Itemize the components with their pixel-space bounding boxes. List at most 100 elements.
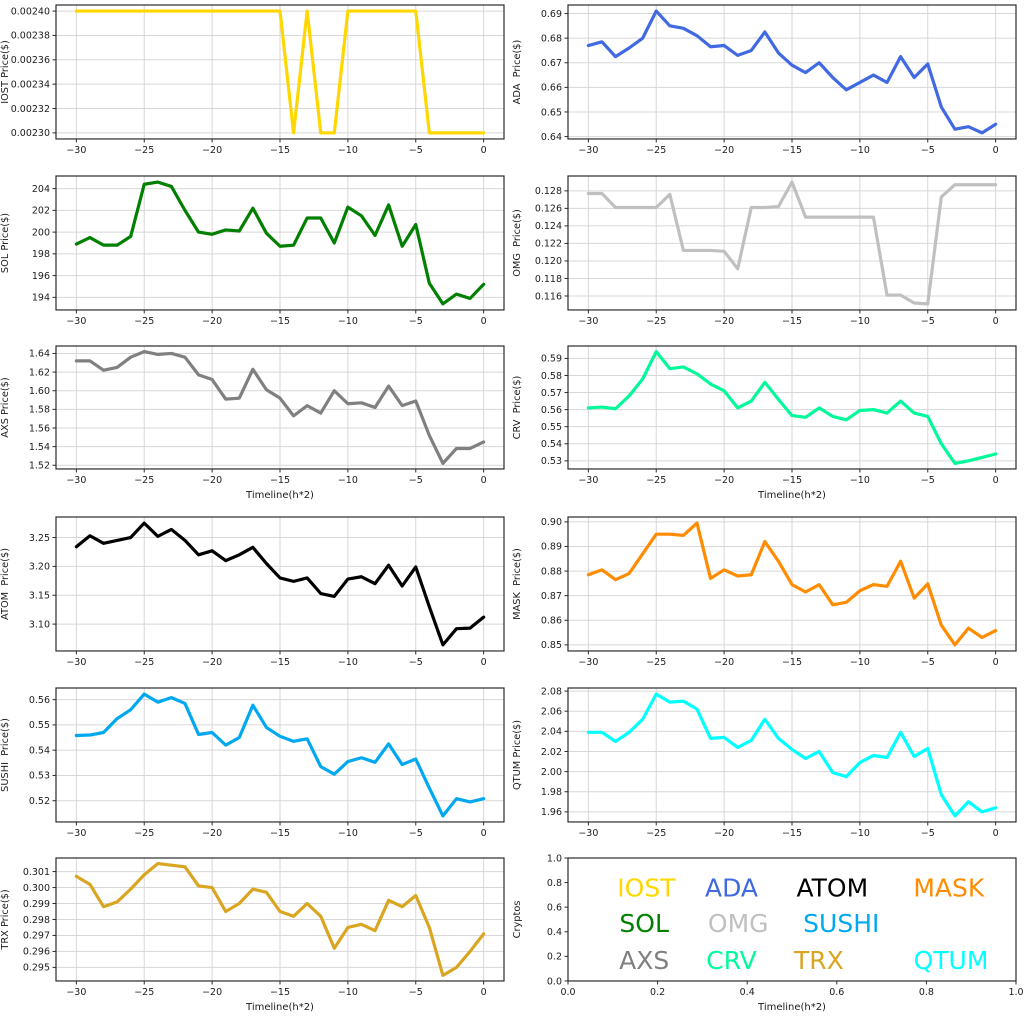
- svg-text:−25: −25: [134, 657, 154, 668]
- y-axis-label: QTUM Price($): [512, 720, 523, 790]
- svg-text:1.58: 1.58: [29, 405, 50, 416]
- svg-text:3.10: 3.10: [29, 619, 50, 630]
- svg-text:0.128: 0.128: [535, 186, 562, 197]
- y-tick-labels: 0.116 0.118 0.120 0.122 0.124 0.126 0.128: [535, 186, 562, 302]
- svg-text:0.295: 0.295: [23, 963, 50, 974]
- qtum-line-chart-svg: −30 −25 −20 −15 −10 −5 0 1.96 1.98 2.00 2.02 2.04 2.…: [512, 686, 1017, 839]
- axis-ticks: [52, 536, 485, 655]
- svg-text:0: 0: [481, 475, 487, 486]
- chart-panel-sushi: −30 −25 −20 −15 −10 −5 0 0.52 0.53 0.54 0.55 0.56 SU…: [0, 683, 512, 854]
- y-axis-label: OMG Price($): [512, 209, 523, 277]
- svg-text:−20: −20: [202, 987, 222, 998]
- svg-text:194: 194: [32, 292, 50, 303]
- svg-text:−15: −15: [270, 657, 290, 668]
- svg-text:−10: −10: [850, 657, 870, 668]
- chart-panel-ada: −30 −25 −20 −15 −10 −5 0 0.64 0.65 0.66 0.67 0.68 0.…: [512, 0, 1024, 171]
- svg-text:0.54: 0.54: [541, 439, 562, 450]
- svg-text:0.6: 0.6: [547, 903, 562, 914]
- svg-text:0.00234: 0.00234: [11, 79, 50, 90]
- svg-text:−15: −15: [782, 316, 802, 327]
- sol-series-line: [74, 180, 486, 306]
- x-tick-labels: −30 −25 −20 −15 −10 −5 0: [578, 475, 998, 486]
- ada-series-line: [586, 9, 998, 135]
- plot-border: [567, 516, 1017, 652]
- svg-text:3.25: 3.25: [29, 533, 50, 544]
- y-tick-labels: 194 196 198 200 202 204: [32, 184, 50, 304]
- x-tick-labels: 0.0 0.2 0.4 0.6 0.8 1.0: [560, 987, 1023, 998]
- svg-text:−20: −20: [714, 316, 734, 327]
- svg-text:0.53: 0.53: [541, 456, 562, 467]
- svg-text:0.301: 0.301: [23, 867, 50, 878]
- legend-item-sushi: SUSHI: [803, 909, 879, 938]
- y-tick-labels: 0.0 0.2 0.4 0.6 0.8 1.0: [547, 854, 562, 988]
- svg-text:0.2: 0.2: [547, 952, 562, 963]
- svg-text:0.300: 0.300: [23, 883, 50, 894]
- svg-text:0.90: 0.90: [541, 517, 562, 528]
- svg-text:0.0: 0.0: [547, 977, 562, 988]
- svg-text:−25: −25: [646, 657, 666, 668]
- svg-text:2.08: 2.08: [541, 686, 562, 697]
- trx-series-line: [74, 862, 486, 978]
- svg-text:0.00236: 0.00236: [11, 55, 50, 66]
- svg-text:−25: −25: [646, 828, 666, 839]
- y-axis-label: AXS Price($): [0, 378, 11, 438]
- svg-text:0.4: 0.4: [740, 987, 755, 998]
- x-axis-label: Timeline(h*2): [757, 1002, 826, 1013]
- svg-text:2.00: 2.00: [541, 767, 562, 778]
- svg-text:−20: −20: [714, 657, 734, 668]
- gridlines: [568, 175, 1016, 310]
- svg-text:−20: −20: [714, 145, 734, 156]
- svg-text:0: 0: [993, 316, 999, 327]
- svg-text:−5: −5: [409, 657, 423, 668]
- y-tick-labels: 0.295 0.296 0.297 0.298 0.299 0.300 0.301: [23, 867, 50, 974]
- svg-text:0.297: 0.297: [23, 931, 50, 942]
- svg-text:0: 0: [993, 828, 999, 839]
- svg-text:−10: −10: [338, 987, 358, 998]
- plot-border: [55, 857, 505, 982]
- chart-panel-atom: −30 −25 −20 −15 −10 −5 0 3.10 3.15 3.20 3.25 ATOM P…: [0, 512, 512, 683]
- x-tick-labels: −30 −25 −20 −15 −10 −5 0: [578, 145, 998, 156]
- svg-text:0.124: 0.124: [535, 221, 562, 232]
- svg-text:−25: −25: [134, 475, 154, 486]
- svg-text:0.64: 0.64: [541, 132, 562, 143]
- x-tick-labels: −30 −25 −20 −15 −10 −5 0: [578, 657, 998, 668]
- svg-text:−25: −25: [134, 316, 154, 327]
- svg-text:202: 202: [32, 205, 50, 216]
- svg-text:−15: −15: [782, 828, 802, 839]
- chart-panel-qtum: −30 −25 −20 −15 −10 −5 0 1.96 1.98 2.00 2.02 2.04 2.…: [512, 683, 1024, 854]
- svg-text:1.64: 1.64: [29, 349, 50, 360]
- svg-text:−30: −30: [66, 475, 86, 486]
- svg-text:198: 198: [32, 249, 50, 260]
- svg-text:−30: −30: [578, 828, 598, 839]
- svg-text:0.68: 0.68: [541, 33, 562, 44]
- sushi-series-line: [74, 692, 486, 818]
- svg-text:0.00238: 0.00238: [11, 31, 50, 42]
- omg-line-chart-svg: −30 −25 −20 −15 −10 −5 00.1160.1180.1200.1220.…: [512, 175, 1017, 327]
- svg-text:−30: −30: [66, 145, 86, 156]
- svg-text:−25: −25: [646, 475, 666, 486]
- y-tick-labels: 1.96 1.98 2.00 2.02 2.04 2.06 2.08: [541, 686, 562, 818]
- svg-text:0.00230: 0.00230: [11, 128, 50, 139]
- svg-text:−30: −30: [66, 657, 86, 668]
- omg-series-line: [586, 180, 998, 306]
- svg-text:−30: −30: [578, 316, 598, 327]
- svg-text:−30: −30: [66, 987, 86, 998]
- axis-ticks: [52, 187, 485, 314]
- legend-svg: 0.0 0.2 0.4 0.6 0.8 1.0 0.0 0.2 0.4 0.6 0.8 1.0 IOST…: [512, 854, 1024, 1014]
- svg-text:−5: −5: [921, 475, 935, 486]
- legend-item-omg: OMG: [708, 909, 769, 938]
- svg-text:−20: −20: [202, 828, 222, 839]
- svg-text:200: 200: [32, 227, 50, 238]
- svg-text:1.60: 1.60: [29, 386, 50, 397]
- x-tick-labels: −30 −25 −20 −15 −10 −5 0: [66, 475, 486, 486]
- svg-text:−20: −20: [202, 145, 222, 156]
- gridlines: [56, 687, 504, 822]
- plot-border: [567, 687, 1017, 823]
- iost-line-chart-svg: −30 −25 −20 −15 −10 −5 00.002300.002320.002340…: [0, 4, 505, 156]
- svg-text:0: 0: [993, 657, 999, 668]
- svg-text:0.298: 0.298: [23, 915, 50, 926]
- svg-text:−10: −10: [850, 828, 870, 839]
- svg-text:0.118: 0.118: [535, 273, 562, 284]
- svg-text:−5: −5: [921, 657, 935, 668]
